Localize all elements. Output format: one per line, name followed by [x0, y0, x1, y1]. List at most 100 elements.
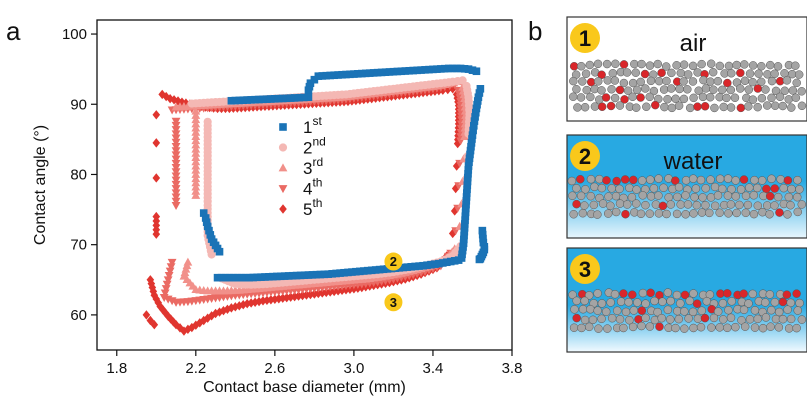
polymer-bead [701, 184, 710, 193]
data-point [312, 270, 321, 279]
polymer-bead [568, 92, 578, 101]
polymer-bead [658, 297, 667, 306]
y-axis-label: Contact angle (°) [32, 125, 49, 245]
polymer-bead [642, 102, 651, 112]
data-point [348, 268, 356, 276]
polymer-bead [784, 192, 794, 202]
polymer-bead [753, 201, 763, 210]
polymer-bead [778, 297, 788, 307]
data-point [259, 95, 267, 104]
polymer-bead [580, 102, 590, 112]
polymer-bead [784, 324, 794, 333]
polymer-bead [719, 102, 728, 112]
polymer-bead [597, 86, 606, 95]
polymer-bead [607, 313, 617, 323]
polymer-bead [586, 174, 596, 184]
polymer-bead [572, 199, 581, 209]
polymer-bead [620, 175, 630, 184]
data-point [359, 267, 368, 275]
polymer-bead [581, 69, 591, 78]
polymer-bead [641, 313, 650, 323]
y-tick-label: 80 [70, 166, 87, 183]
polymer-bead [770, 201, 779, 210]
data-point [413, 66, 421, 75]
data-point [369, 69, 378, 77]
data-point [191, 136, 201, 145]
data-point [243, 298, 251, 309]
data-point [201, 214, 210, 222]
polymer-bead [593, 59, 603, 69]
polymer-bead [577, 61, 586, 71]
polymer-bead [792, 192, 802, 202]
data-point [217, 273, 226, 282]
data-point [470, 117, 479, 125]
data-point [464, 169, 472, 178]
badge-circle [384, 293, 403, 312]
data-point [191, 161, 201, 170]
data-point [361, 69, 370, 78]
data-point [363, 266, 372, 275]
data-point [468, 66, 477, 75]
data-point [451, 183, 460, 194]
data-point [207, 235, 216, 243]
polymer-bead [641, 299, 650, 308]
data-point [439, 85, 447, 95]
data-point [365, 69, 374, 77]
polymer-bead [653, 59, 663, 69]
data-point [171, 168, 181, 177]
polymer-bead [646, 76, 656, 86]
data-point [162, 280, 172, 289]
polymer-bead [699, 75, 708, 85]
legend-label: 5th [303, 196, 322, 219]
polymer-bead [762, 201, 772, 210]
polymer-bead [602, 176, 611, 185]
data-point [479, 234, 487, 243]
data-point [276, 272, 285, 281]
data-point [324, 270, 333, 278]
data-point [346, 70, 354, 79]
polymer-bead [786, 314, 796, 324]
polymer-bead [723, 323, 732, 333]
polymer-bead [576, 93, 586, 102]
data-point [213, 273, 222, 282]
data-point [255, 296, 263, 307]
data-point [202, 218, 211, 227]
polymer-bead [726, 313, 736, 323]
polymer-bead [615, 184, 624, 194]
polymer-bead [700, 102, 710, 111]
polymer-bead [666, 200, 676, 209]
polymer-bead [693, 102, 702, 111]
polymer-bead [689, 93, 698, 103]
polymer-bead [569, 209, 578, 219]
polymer-bead [770, 297, 780, 307]
polymer-bead [606, 101, 616, 111]
polymer-bead [572, 296, 581, 306]
data-point [459, 239, 468, 248]
data-point [163, 276, 173, 285]
data-series [142, 64, 489, 336]
legend-marker-3rd [278, 163, 288, 172]
data-point [237, 273, 246, 282]
data-point [344, 268, 352, 277]
polymer-bead [762, 184, 771, 194]
data-point [171, 138, 181, 147]
polymer-bead [726, 200, 736, 209]
data-point [231, 96, 240, 105]
polymer-bead [569, 323, 579, 332]
polymer-bead [667, 68, 676, 78]
polymer-bead [611, 59, 620, 69]
polymer-bead [676, 200, 685, 209]
data-point [286, 94, 295, 102]
polymer-bead [749, 209, 759, 219]
data-point [379, 265, 388, 274]
polymer-bead [672, 61, 681, 70]
data-point [191, 106, 201, 115]
data-point [150, 290, 159, 300]
polymer-bead [659, 85, 669, 94]
data-point [467, 142, 475, 151]
polymer-bead [760, 298, 770, 307]
polymer-bead [718, 315, 728, 324]
data-point [478, 230, 487, 239]
polymer-bead [590, 182, 599, 192]
legend-label: 4th [303, 176, 322, 199]
